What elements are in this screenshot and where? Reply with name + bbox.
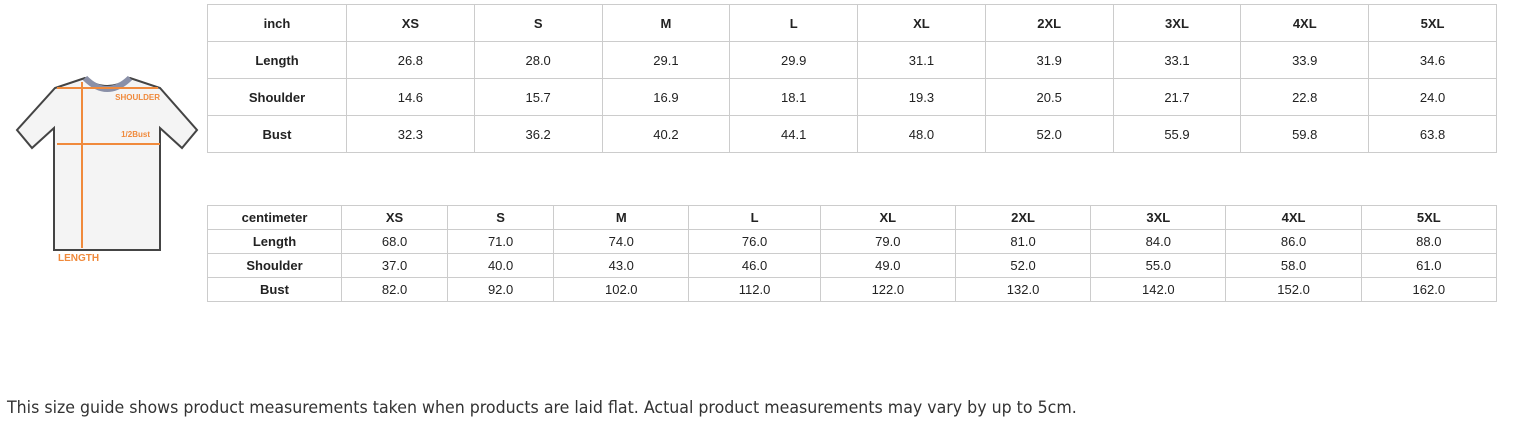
header-cell: 2XL [954, 205, 1092, 230]
value-cell: 16.9 [601, 78, 731, 116]
value-cell: 122.0 [819, 277, 956, 302]
value-cell: 48.0 [857, 115, 986, 153]
value-cell: 31.1 [857, 41, 986, 79]
value-cell: 37.0 [340, 253, 449, 278]
value-cell: 88.0 [1360, 229, 1498, 254]
value-cell: 79.0 [819, 229, 956, 254]
header-cell: 5XL [1368, 4, 1497, 42]
value-cell: 32.3 [346, 115, 475, 153]
value-cell: 26.8 [346, 41, 475, 79]
value-cell: 44.1 [729, 115, 859, 153]
value-cell: 84.0 [1090, 229, 1227, 254]
header-row: centimeter XS S M L XL 2XL 3XL 4XL 5XL [207, 205, 1498, 230]
value-cell: 102.0 [553, 277, 690, 302]
value-cell: 22.8 [1240, 78, 1370, 116]
header-cell: XS [340, 205, 449, 230]
value-cell: 36.2 [473, 115, 603, 153]
header-cell: S [447, 205, 555, 230]
value-cell: 33.9 [1240, 41, 1370, 79]
value-cell: 40.2 [601, 115, 731, 153]
row-label: Length [207, 41, 347, 79]
header-cell: 2XL [984, 4, 1114, 42]
value-cell: 28.0 [473, 41, 603, 79]
row-label: Shoulder [207, 253, 342, 278]
header-cell: XL [819, 205, 956, 230]
value-cell: 142.0 [1090, 277, 1227, 302]
table-row: Shoulder 14.6 15.7 16.9 18.1 19.3 20.5 21.7 22.8… [207, 78, 1497, 116]
value-cell: 19.3 [857, 78, 986, 116]
value-cell: 15.7 [473, 78, 603, 116]
value-cell: 21.7 [1112, 78, 1242, 116]
row-label: Shoulder [207, 78, 347, 116]
header-row: inch XS S M L XL 2XL 3XL 4XL 5XL [207, 4, 1497, 42]
value-cell: 29.1 [601, 41, 731, 79]
header-cell: 4XL [1225, 205, 1362, 230]
table-row: Length 68.0 71.0 74.0 76.0 79.0 81.0 84.0 86.0 88… [207, 229, 1498, 254]
inch-size-table: inch XS S M L XL 2XL 3XL 4XL 5XL Length 26.8 28.0 29.… [207, 4, 1497, 153]
value-cell: 92.0 [447, 277, 555, 302]
value-cell: 52.0 [984, 115, 1114, 153]
value-cell: 14.6 [346, 78, 475, 116]
value-cell: 76.0 [688, 229, 821, 254]
row-label: Bust [207, 115, 347, 153]
header-cell: XS [346, 4, 475, 42]
header-cell: centimeter [207, 205, 342, 230]
value-cell: 55.9 [1112, 115, 1242, 153]
value-cell: 74.0 [553, 229, 690, 254]
value-cell: 18.1 [729, 78, 859, 116]
table-row: Shoulder 37.0 40.0 43.0 46.0 49.0 52.0 55.0 58.0… [207, 253, 1498, 278]
row-label: Length [207, 229, 342, 254]
value-cell: 112.0 [688, 277, 821, 302]
shoulder-label: SHOULDER [115, 93, 160, 102]
header-cell: 4XL [1240, 4, 1370, 42]
header-cell: inch [207, 4, 347, 42]
value-cell: 58.0 [1225, 253, 1362, 278]
header-cell: S [473, 4, 603, 42]
value-cell: 55.0 [1090, 253, 1227, 278]
value-cell: 81.0 [954, 229, 1092, 254]
table-row: Length 26.8 28.0 29.1 29.9 31.1 31.9 33.1 33.9 34… [207, 41, 1497, 79]
value-cell: 49.0 [819, 253, 956, 278]
value-cell: 40.0 [447, 253, 555, 278]
value-cell: 82.0 [340, 277, 449, 302]
header-cell: L [729, 4, 859, 42]
header-cell: 3XL [1112, 4, 1242, 42]
value-cell: 162.0 [1360, 277, 1498, 302]
header-cell: XL [857, 4, 986, 42]
header-cell: L [688, 205, 821, 230]
header-cell: M [601, 4, 731, 42]
value-cell: 43.0 [553, 253, 690, 278]
header-cell: 3XL [1090, 205, 1227, 230]
value-cell: 20.5 [984, 78, 1114, 116]
table-row: Bust 82.0 92.0 102.0 112.0 122.0 132.0 142.0 152… [207, 277, 1498, 302]
value-cell: 61.0 [1360, 253, 1498, 278]
bust-label: 1/2Bust [121, 130, 150, 139]
value-cell: 52.0 [954, 253, 1092, 278]
size-guide-note: This size guide shows product measuremen… [7, 398, 1077, 418]
value-cell: 24.0 [1368, 78, 1497, 116]
header-cell: 5XL [1360, 205, 1498, 230]
value-cell: 33.1 [1112, 41, 1242, 79]
header-cell: M [553, 205, 690, 230]
value-cell: 86.0 [1225, 229, 1362, 254]
value-cell: 31.9 [984, 41, 1114, 79]
value-cell: 68.0 [340, 229, 449, 254]
value-cell: 132.0 [954, 277, 1092, 302]
centimeter-size-table: centimeter XS S M L XL 2XL 3XL 4XL 5XL Length 68.0 7… [207, 205, 1498, 302]
value-cell: 59.8 [1240, 115, 1370, 153]
tshirt-measurement-diagram: SHOULDER 1/2Bust LENGTH [15, 75, 199, 264]
length-label: LENGTH [58, 253, 99, 264]
value-cell: 29.9 [729, 41, 859, 79]
row-label: Bust [207, 277, 342, 302]
value-cell: 152.0 [1225, 277, 1362, 302]
value-cell: 63.8 [1368, 115, 1497, 153]
value-cell: 46.0 [688, 253, 821, 278]
table-row: Bust 32.3 36.2 40.2 44.1 48.0 52.0 55.9 59.8 63.8 [207, 115, 1497, 153]
value-cell: 34.6 [1368, 41, 1497, 79]
value-cell: 71.0 [447, 229, 555, 254]
